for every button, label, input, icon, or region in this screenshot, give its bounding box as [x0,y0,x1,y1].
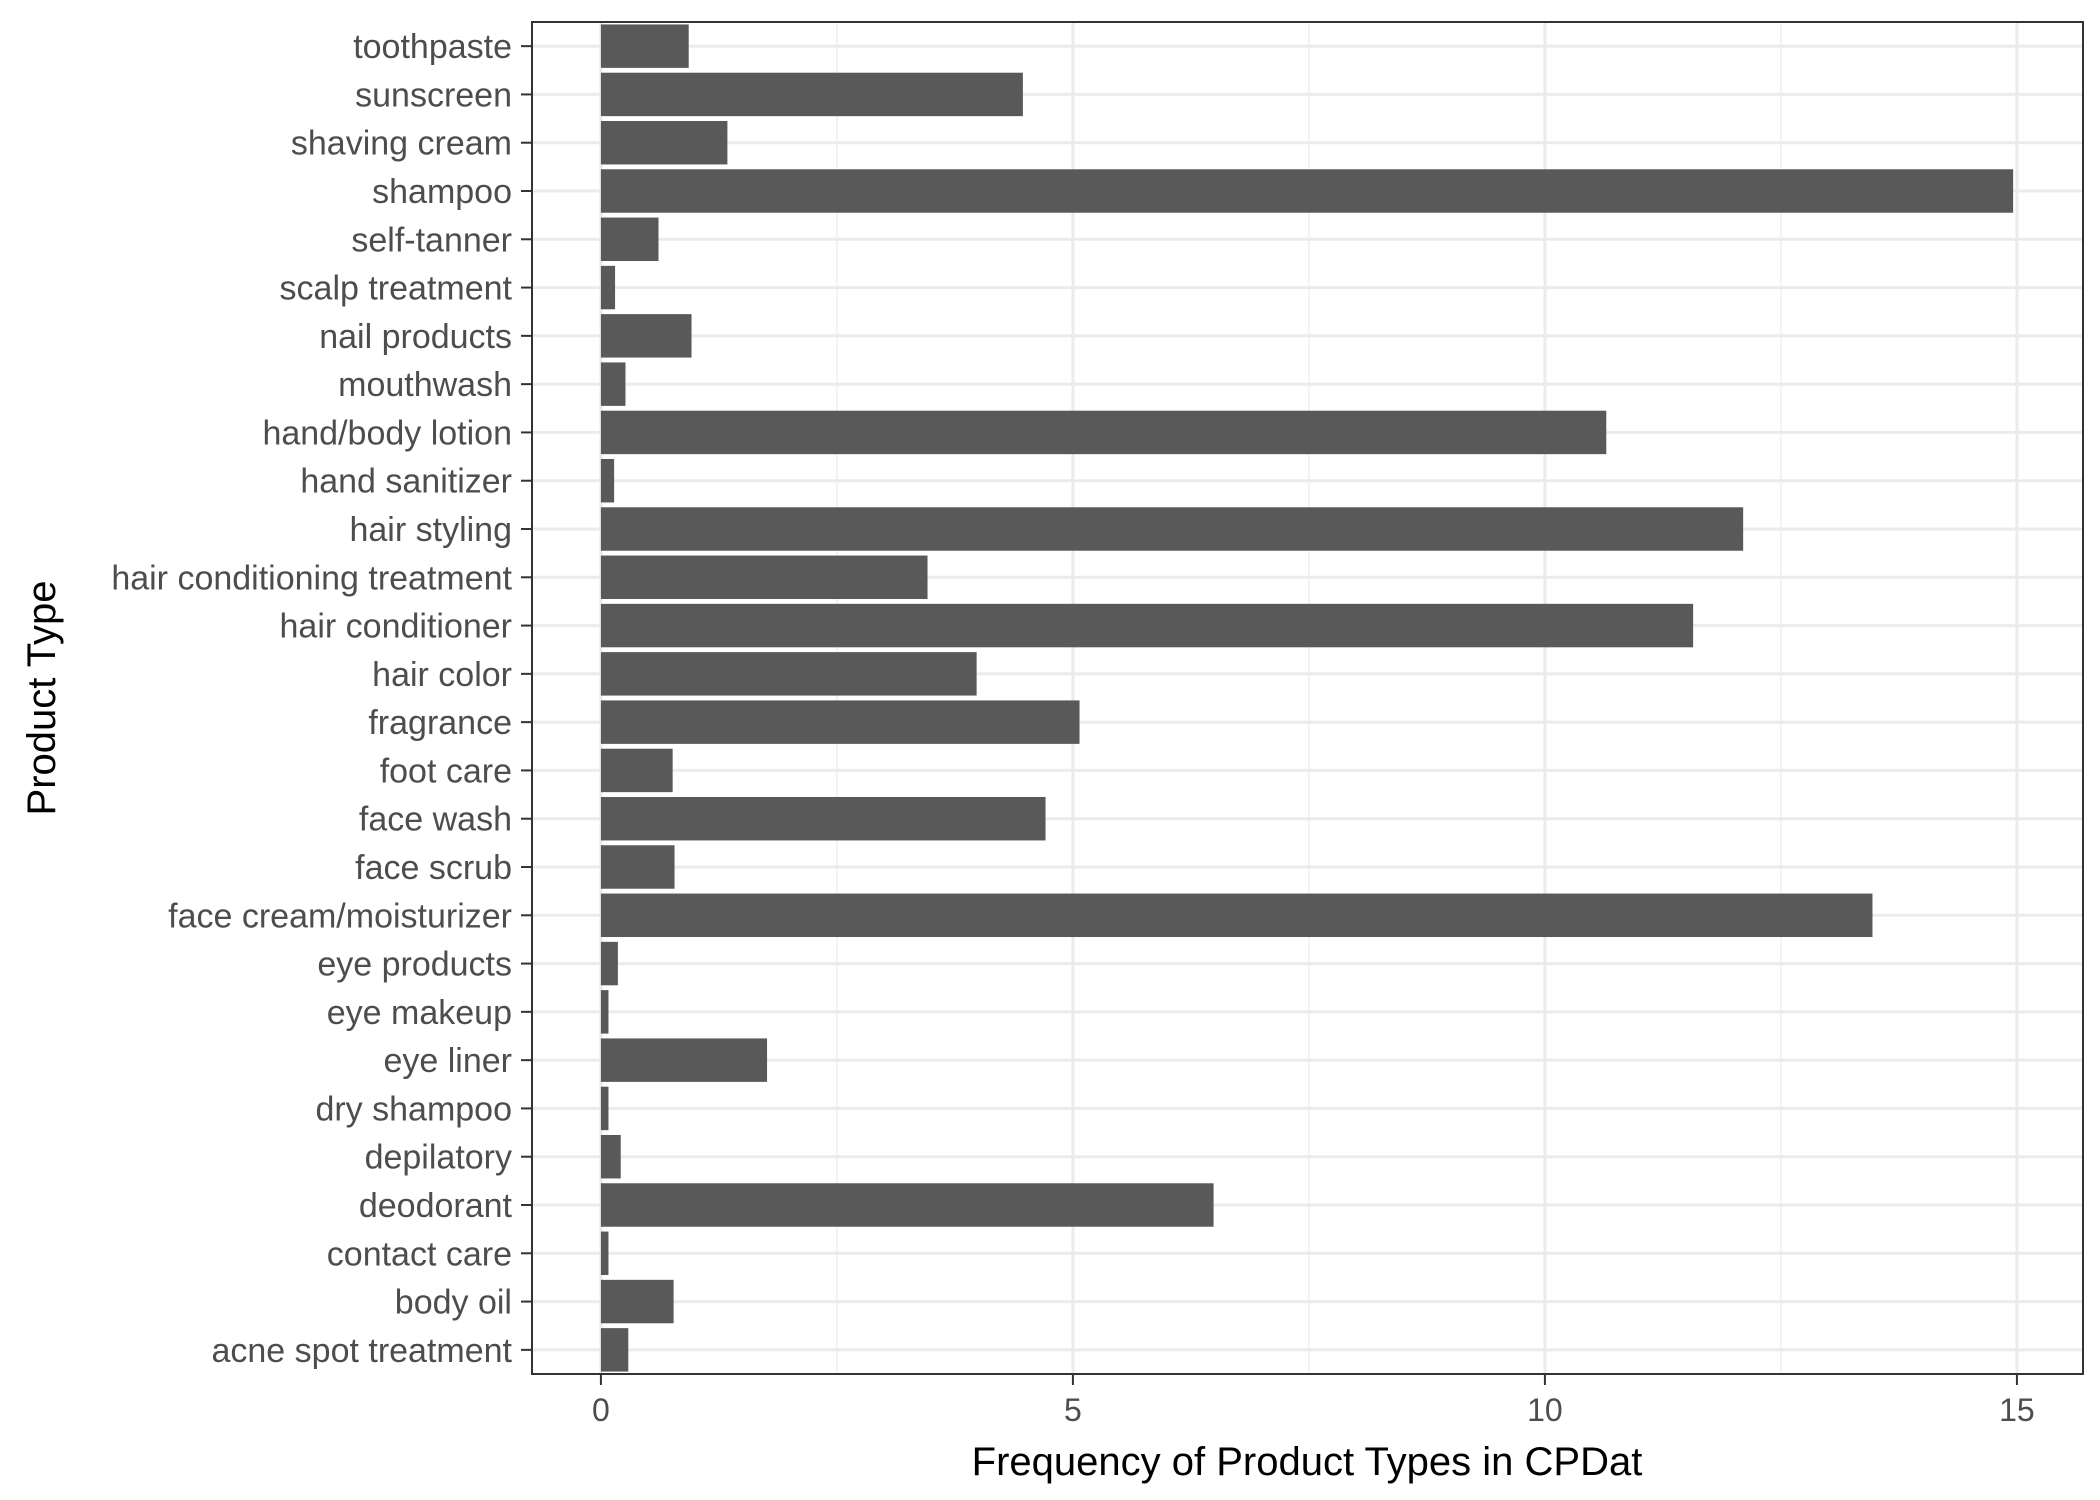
bar-face-wash [600,796,1046,841]
x-axis-title: Frequency of Product Types in CPDat [972,1440,1643,1484]
y-tick-label-deodorant: deodorant [359,1187,513,1225]
y-tick-label-scalp-treatment: scalp treatment [280,270,513,308]
bar-scalp-treatment [600,265,616,310]
y-tick-label-hair-styling: hair styling [349,511,512,549]
bar-contact-care [600,1231,609,1276]
y-tick-label-eye-makeup: eye makeup [327,994,512,1032]
y-tick-label-self-tanner: self-tanner [351,221,512,259]
y-tick-label-hair-color: hair color [372,656,512,694]
bar-face-cream-moisturizer [600,893,1873,938]
bar-hair-styling [600,507,1744,551]
bar-eye-makeup [600,990,609,1034]
x-tick-label: 5 [1064,1392,1082,1428]
plot-border [531,21,2084,1375]
bar-deodorant [600,1183,1214,1227]
y-tick-label-eye-products: eye products [317,946,512,984]
y-tick-label-acne-spot-treatment: acne spot treatment [211,1332,512,1370]
y-tick-label-hand-sanitizer: hand sanitizer [300,463,512,501]
y-tick-label-toothpaste: toothpaste [353,28,512,66]
x-tick-label: 0 [592,1392,610,1428]
bar-acne-spot-treatment [600,1328,629,1372]
y-tick-label-sunscreen: sunscreen [355,76,512,114]
bar-sunscreen [600,72,1023,117]
bar-mouthwash [600,362,626,406]
y-tick-label-hair-conditioner: hair conditioner [280,608,512,646]
x-tick-label: 10 [1527,1392,1563,1428]
y-tick-label-body-oil: body oil [395,1284,512,1322]
y-tick-label-face-cream-moisturizer: face cream/moisturizer [168,897,512,935]
bars [600,24,2014,1372]
y-axis-ticks: toothpaste sunscreen shaving cream shampoo s… [111,28,532,1370]
bar-shaving-cream [600,120,728,165]
bar-eye-products [600,941,618,986]
bar-hair-conditioning-treatment [600,555,928,600]
y-tick-label-shaving-cream: shaving cream [291,125,512,163]
y-tick-label-contact-care: contact care [327,1235,512,1273]
y-tick-label-hair-conditioning-treatment: hair conditioning treatment [111,559,512,597]
y-tick-label-dry-shampoo: dry shampoo [315,1090,512,1128]
bar-eye-liner [600,1038,768,1082]
bar-self-tanner [600,217,659,262]
y-tick-label-eye-liner: eye liner [383,1042,512,1080]
y-tick-label-mouthwash: mouthwash [338,366,512,404]
bar-hand-sanitizer [600,458,615,503]
x-axis-ticks: 0 5 10 15 [592,1374,2035,1428]
y-tick-label-foot-care: foot care [380,752,512,790]
bar-hair-color [600,652,977,696]
bar-foot-care [600,748,673,793]
y-tick-label-shampoo: shampoo [372,173,512,211]
bar-nail-products [600,314,692,358]
y-tick-label-nail-products: nail products [319,318,512,356]
bar-shampoo [600,169,2014,213]
bar-face-scrub [600,845,675,889]
bar-hair-conditioner [600,603,1694,648]
y-tick-label-face-scrub: face scrub [355,849,512,887]
bar-body-oil [600,1279,674,1324]
y-tick-label-depilatory: depilatory [365,1139,512,1177]
bar-dry-shampoo [600,1086,609,1131]
plot-background [532,22,2083,1374]
y-axis-title: Product Type [20,581,64,816]
bar-toothpaste [600,24,689,68]
bar-depilatory [600,1134,621,1179]
y-tick-label-fragrance: fragrance [368,704,512,742]
bar-hand-body-lotion [600,410,1607,455]
x-tick-label: 15 [1999,1392,2035,1428]
bar-fragrance [600,700,1080,744]
minor-gridlines [836,22,1782,1374]
y-tick-label-hand-body-lotion: hand/body lotion [262,414,512,452]
y-tick-label-face-wash: face wash [359,801,512,839]
